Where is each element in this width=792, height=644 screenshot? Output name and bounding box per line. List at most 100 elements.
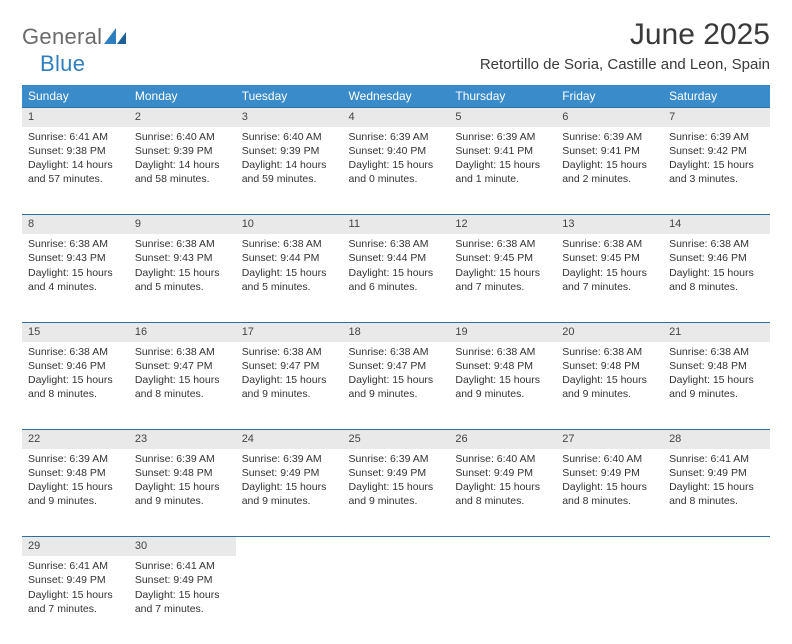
daylight-line1: Daylight: 15 hours	[349, 480, 444, 494]
sunset-text: Sunset: 9:48 PM	[135, 466, 230, 480]
daylight-line1: Daylight: 15 hours	[349, 373, 444, 387]
sunset-text: Sunset: 9:48 PM	[28, 466, 123, 480]
day-number: 18	[343, 322, 450, 341]
sunset-text: Sunset: 9:47 PM	[349, 359, 444, 373]
daylight-line2: and 5 minutes.	[242, 280, 337, 294]
daylight-line1: Daylight: 15 hours	[669, 480, 764, 494]
daylight-line1: Daylight: 14 hours	[28, 158, 123, 172]
daylight-line1: Daylight: 15 hours	[455, 158, 550, 172]
day-cell: Sunrise: 6:41 AMSunset: 9:49 PMDaylight:…	[129, 556, 236, 644]
empty-cell	[449, 537, 556, 556]
empty-cell	[663, 556, 770, 644]
sunrise-text: Sunrise: 6:40 AM	[562, 452, 657, 466]
sunset-text: Sunset: 9:49 PM	[669, 466, 764, 480]
day-number: 10	[236, 215, 343, 234]
day-number: 15	[22, 322, 129, 341]
sunrise-text: Sunrise: 6:38 AM	[455, 345, 550, 359]
daylight-line1: Daylight: 14 hours	[242, 158, 337, 172]
day-number: 16	[129, 322, 236, 341]
daylight-line1: Daylight: 15 hours	[669, 266, 764, 280]
daylight-line2: and 6 minutes.	[349, 280, 444, 294]
daylight-line2: and 8 minutes.	[669, 494, 764, 508]
sunset-text: Sunset: 9:49 PM	[242, 466, 337, 480]
daylight-line1: Daylight: 15 hours	[349, 158, 444, 172]
sunset-text: Sunset: 9:49 PM	[455, 466, 550, 480]
daynum-row: 22232425262728	[22, 430, 770, 449]
sunset-text: Sunset: 9:47 PM	[135, 359, 230, 373]
sunrise-text: Sunrise: 6:38 AM	[562, 237, 657, 251]
day-number: 2	[129, 108, 236, 127]
sunset-text: Sunset: 9:41 PM	[562, 144, 657, 158]
daylight-line1: Daylight: 14 hours	[135, 158, 230, 172]
sunrise-text: Sunrise: 6:38 AM	[135, 237, 230, 251]
daylight-line2: and 8 minutes.	[28, 387, 123, 401]
daylight-line2: and 7 minutes.	[455, 280, 550, 294]
day-cell: Sunrise: 6:38 AMSunset: 9:47 PMDaylight:…	[129, 342, 236, 430]
sunrise-text: Sunrise: 6:38 AM	[669, 237, 764, 251]
sunset-text: Sunset: 9:44 PM	[242, 251, 337, 265]
day-number: 9	[129, 215, 236, 234]
day-number: 1	[22, 108, 129, 127]
sunrise-text: Sunrise: 6:38 AM	[349, 345, 444, 359]
day-cell: Sunrise: 6:38 AMSunset: 9:48 PMDaylight:…	[663, 342, 770, 430]
daylight-line1: Daylight: 15 hours	[28, 373, 123, 387]
daylight-line1: Daylight: 15 hours	[455, 373, 550, 387]
sunset-text: Sunset: 9:46 PM	[28, 359, 123, 373]
day-cell: Sunrise: 6:41 AMSunset: 9:38 PMDaylight:…	[22, 127, 129, 215]
sunset-text: Sunset: 9:38 PM	[28, 144, 123, 158]
daylight-line2: and 57 minutes.	[28, 172, 123, 186]
day-cell: Sunrise: 6:38 AMSunset: 9:47 PMDaylight:…	[236, 342, 343, 430]
day-number: 30	[129, 537, 236, 556]
sunset-text: Sunset: 9:49 PM	[562, 466, 657, 480]
daylight-line2: and 8 minutes.	[135, 387, 230, 401]
daylight-line2: and 9 minutes.	[135, 494, 230, 508]
sunset-text: Sunset: 9:47 PM	[242, 359, 337, 373]
sunset-text: Sunset: 9:49 PM	[135, 573, 230, 587]
day-number: 21	[663, 322, 770, 341]
sunrise-text: Sunrise: 6:38 AM	[242, 345, 337, 359]
daylight-line1: Daylight: 15 hours	[562, 158, 657, 172]
day-number: 8	[22, 215, 129, 234]
day-cell: Sunrise: 6:39 AMSunset: 9:42 PMDaylight:…	[663, 127, 770, 215]
sunset-text: Sunset: 9:39 PM	[135, 144, 230, 158]
dow-sunday: Sunday	[22, 85, 129, 108]
day-cell: Sunrise: 6:38 AMSunset: 9:48 PMDaylight:…	[449, 342, 556, 430]
day-cell: Sunrise: 6:39 AMSunset: 9:48 PMDaylight:…	[22, 449, 129, 537]
dow-monday: Monday	[129, 85, 236, 108]
day-number: 24	[236, 430, 343, 449]
daylight-line1: Daylight: 15 hours	[349, 266, 444, 280]
dow-thursday: Thursday	[449, 85, 556, 108]
sunrise-text: Sunrise: 6:38 AM	[28, 237, 123, 251]
daylight-line1: Daylight: 15 hours	[242, 373, 337, 387]
sunrise-text: Sunrise: 6:38 AM	[455, 237, 550, 251]
daylight-line2: and 9 minutes.	[455, 387, 550, 401]
day-number: 14	[663, 215, 770, 234]
title-block: June 2025 Retortillo de Soria, Castille …	[480, 18, 770, 73]
brand-text: General Blue	[22, 24, 126, 77]
day-number: 7	[663, 108, 770, 127]
daynum-row: 2930	[22, 537, 770, 556]
day-body-row: Sunrise: 6:41 AMSunset: 9:49 PMDaylight:…	[22, 556, 770, 644]
daylight-line2: and 7 minutes.	[562, 280, 657, 294]
daylight-line1: Daylight: 15 hours	[669, 158, 764, 172]
day-number: 11	[343, 215, 450, 234]
sunset-text: Sunset: 9:49 PM	[349, 466, 444, 480]
sunrise-text: Sunrise: 6:40 AM	[242, 130, 337, 144]
day-body-row: Sunrise: 6:38 AMSunset: 9:43 PMDaylight:…	[22, 234, 770, 322]
sunrise-text: Sunrise: 6:39 AM	[135, 452, 230, 466]
sunrise-text: Sunrise: 6:39 AM	[669, 130, 764, 144]
daylight-line1: Daylight: 15 hours	[455, 480, 550, 494]
empty-cell	[449, 556, 556, 644]
sunrise-text: Sunrise: 6:40 AM	[135, 130, 230, 144]
day-number: 19	[449, 322, 556, 341]
sunrise-text: Sunrise: 6:39 AM	[562, 130, 657, 144]
sunrise-text: Sunrise: 6:38 AM	[562, 345, 657, 359]
daylight-line2: and 9 minutes.	[669, 387, 764, 401]
daylight-line2: and 7 minutes.	[28, 602, 123, 616]
day-number: 20	[556, 322, 663, 341]
day-cell: Sunrise: 6:39 AMSunset: 9:40 PMDaylight:…	[343, 127, 450, 215]
daylight-line2: and 9 minutes.	[349, 494, 444, 508]
sunrise-text: Sunrise: 6:38 AM	[242, 237, 337, 251]
day-cell: Sunrise: 6:39 AMSunset: 9:48 PMDaylight:…	[129, 449, 236, 537]
day-number: 26	[449, 430, 556, 449]
